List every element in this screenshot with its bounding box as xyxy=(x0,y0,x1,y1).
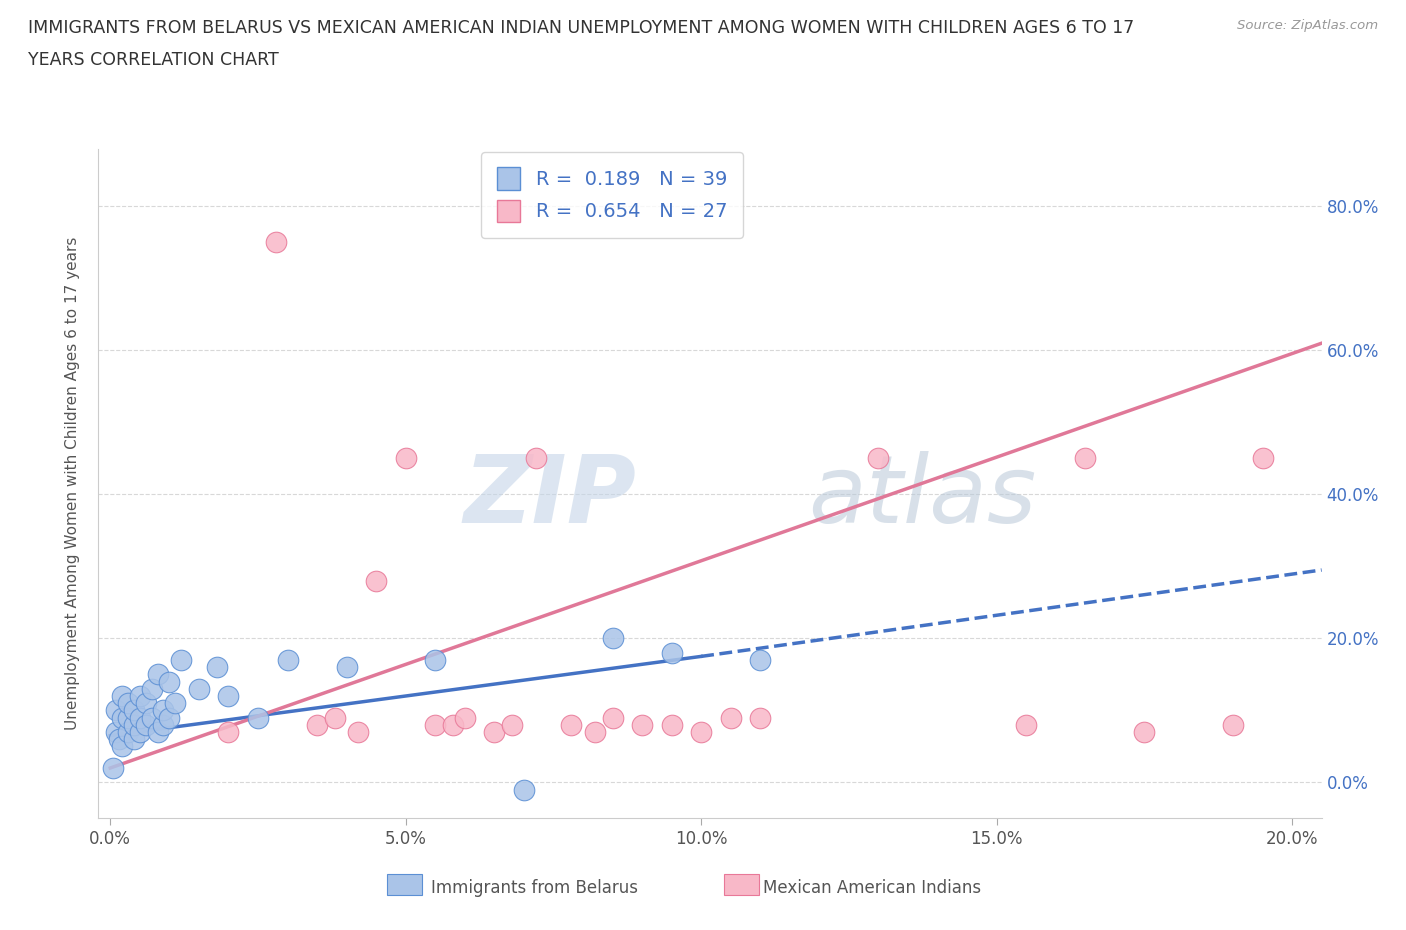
Point xyxy=(157,674,180,689)
Point xyxy=(347,724,370,739)
Point xyxy=(111,739,134,754)
Point xyxy=(583,724,606,739)
Point xyxy=(111,688,134,703)
Point xyxy=(146,667,169,682)
Point xyxy=(165,696,187,711)
Point xyxy=(117,696,139,711)
Point xyxy=(425,717,447,732)
Point xyxy=(1222,717,1244,732)
Point xyxy=(602,711,624,725)
Point xyxy=(264,235,287,250)
Point xyxy=(103,761,125,776)
Point xyxy=(868,451,890,466)
Point xyxy=(749,711,772,725)
Text: ZIP: ZIP xyxy=(464,451,637,543)
Point xyxy=(631,717,654,732)
Point xyxy=(157,711,180,725)
Point xyxy=(441,717,464,732)
Point xyxy=(146,724,169,739)
Point xyxy=(217,724,239,739)
Legend: R =  0.189   N = 39, R =  0.654   N = 27: R = 0.189 N = 39, R = 0.654 N = 27 xyxy=(481,152,742,237)
Point xyxy=(152,717,174,732)
Point xyxy=(105,703,128,718)
Point xyxy=(152,703,174,718)
Point xyxy=(425,653,447,668)
Point xyxy=(122,717,145,732)
Point xyxy=(661,717,683,732)
Point xyxy=(135,696,157,711)
Point xyxy=(122,703,145,718)
Point xyxy=(128,688,150,703)
Point xyxy=(336,659,359,674)
Point xyxy=(170,653,193,668)
Point xyxy=(484,724,506,739)
Point xyxy=(135,717,157,732)
Point xyxy=(749,653,772,668)
Point xyxy=(108,732,131,747)
Point xyxy=(1015,717,1038,732)
Point xyxy=(246,711,269,725)
Point xyxy=(1074,451,1097,466)
Point xyxy=(395,451,418,466)
Point xyxy=(141,682,163,697)
Text: Mexican American Indians: Mexican American Indians xyxy=(762,879,981,897)
Point xyxy=(690,724,713,739)
Point xyxy=(187,682,209,697)
Point xyxy=(117,724,139,739)
Point xyxy=(128,724,150,739)
Y-axis label: Unemployment Among Women with Children Ages 6 to 17 years: Unemployment Among Women with Children A… xyxy=(65,237,80,730)
Text: Source: ZipAtlas.com: Source: ZipAtlas.com xyxy=(1237,19,1378,32)
Text: YEARS CORRELATION CHART: YEARS CORRELATION CHART xyxy=(28,51,278,69)
Point xyxy=(117,711,139,725)
Text: atlas: atlas xyxy=(808,451,1036,542)
Point xyxy=(513,782,536,797)
Point xyxy=(276,653,298,668)
Point xyxy=(105,724,128,739)
Point xyxy=(307,717,329,732)
Point xyxy=(560,717,582,732)
Text: Immigrants from Belarus: Immigrants from Belarus xyxy=(430,879,638,897)
Point xyxy=(323,711,346,725)
Text: IMMIGRANTS FROM BELARUS VS MEXICAN AMERICAN INDIAN UNEMPLOYMENT AMONG WOMEN WITH: IMMIGRANTS FROM BELARUS VS MEXICAN AMERI… xyxy=(28,19,1135,36)
Point xyxy=(111,711,134,725)
Point xyxy=(122,732,145,747)
Point xyxy=(454,711,477,725)
Point xyxy=(205,659,228,674)
Point xyxy=(141,711,163,725)
Point xyxy=(128,711,150,725)
Point xyxy=(501,717,523,732)
Point xyxy=(602,631,624,645)
Point xyxy=(366,574,388,589)
Point xyxy=(661,645,683,660)
Point xyxy=(217,688,239,703)
Point xyxy=(524,451,547,466)
Point xyxy=(1251,451,1274,466)
Point xyxy=(1133,724,1156,739)
Point xyxy=(720,711,742,725)
